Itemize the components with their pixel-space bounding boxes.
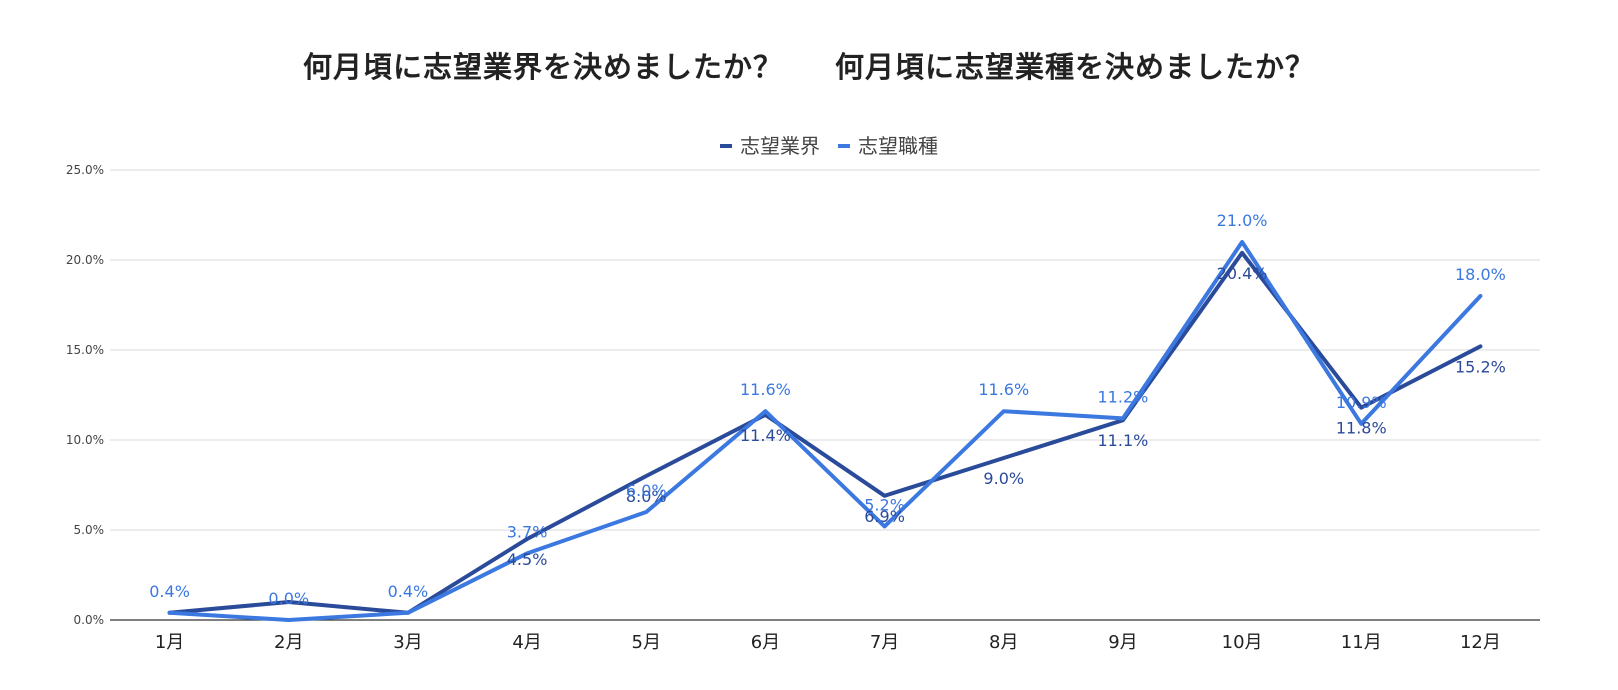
x-tick-label: 1月 [155, 632, 184, 653]
data-label: 0.4% [149, 582, 190, 601]
data-label: 8.0% [626, 487, 667, 506]
data-label: 15.2% [1455, 357, 1506, 376]
legend: 志望業界 志望職種 [720, 134, 938, 158]
data-label: 11.8% [1336, 419, 1387, 438]
data-label: 20.4% [1217, 264, 1268, 283]
data-label: 3.7% [507, 522, 548, 541]
x-tick-label: 4月 [512, 632, 541, 653]
grid-lines [110, 169, 1540, 621]
x-tick-label: 2月 [274, 632, 303, 653]
data-label: 21.0% [1217, 211, 1268, 230]
x-tick-label: 7月 [870, 632, 899, 653]
data-label: 9.0% [983, 469, 1024, 488]
x-tick-label: 8月 [989, 632, 1018, 653]
x-tick-label: 5月 [632, 632, 661, 653]
data-label: 11.2% [1098, 387, 1149, 406]
data-label: 6.9% [864, 507, 905, 526]
y-tick-label: 0.0% [74, 613, 105, 627]
data-label: 11.1% [1098, 431, 1149, 450]
y-tick-label: 10.0% [66, 433, 104, 447]
data-label: 11.6% [978, 380, 1029, 399]
data-label: 0.4% [388, 582, 429, 601]
series-line-1 [167, 250, 1483, 615]
y-tick-label: 15.0% [66, 343, 104, 357]
data-label: 10.9% [1336, 393, 1387, 412]
x-tick-label: 12月 [1460, 632, 1501, 653]
x-tick-label: 10月 [1222, 632, 1263, 653]
chart-title: 何月頃に志望業界を決めましたか？ 何月頃に志望業種を決めましたか？ [0, 44, 1618, 86]
x-tick-label: 6月 [751, 632, 780, 653]
data-label: 5.2% [864, 495, 905, 514]
y-axis-ticks: 0.0% 5.0% 10.0% 15.0% 20.0% 25.0% [66, 163, 104, 627]
x-tick-label: 9月 [1108, 632, 1137, 653]
y-tick-label: 25.0% [66, 163, 104, 177]
series-lines [167, 240, 1483, 622]
data-label: 6.0% [626, 481, 667, 500]
x-tick-label: 3月 [393, 632, 422, 653]
x-axis-ticks: 1月 2月 3月 4月 5月 6月 7月 8月 9月 10月 11月 12月 [155, 632, 1501, 653]
data-label: 18.0% [1455, 265, 1506, 284]
data-label: 11.4% [740, 426, 791, 445]
y-tick-label: 5.0% [74, 523, 105, 537]
legend-label: 志望業界 [740, 134, 820, 158]
chart-title-industry: 何月頃に志望業界を決めましたか？ [302, 50, 783, 84]
y-tick-label: 20.0% [66, 253, 104, 267]
series-line-2 [167, 240, 1483, 622]
data-labels: 4.5% 8.0% 11.4% 6.9% 9.0% 11.1% 20.4% 11.8% 15.2… [149, 211, 1506, 608]
x-tick-label: 11月 [1341, 632, 1382, 653]
legend-label: 志望職種 [858, 134, 938, 158]
chart-title-occupation: 何月頃に志望業種を決めましたか？ [835, 50, 1316, 84]
data-label: 0.0% [268, 589, 309, 608]
data-label: 11.6% [740, 380, 791, 399]
data-label: 4.5% [507, 550, 548, 569]
